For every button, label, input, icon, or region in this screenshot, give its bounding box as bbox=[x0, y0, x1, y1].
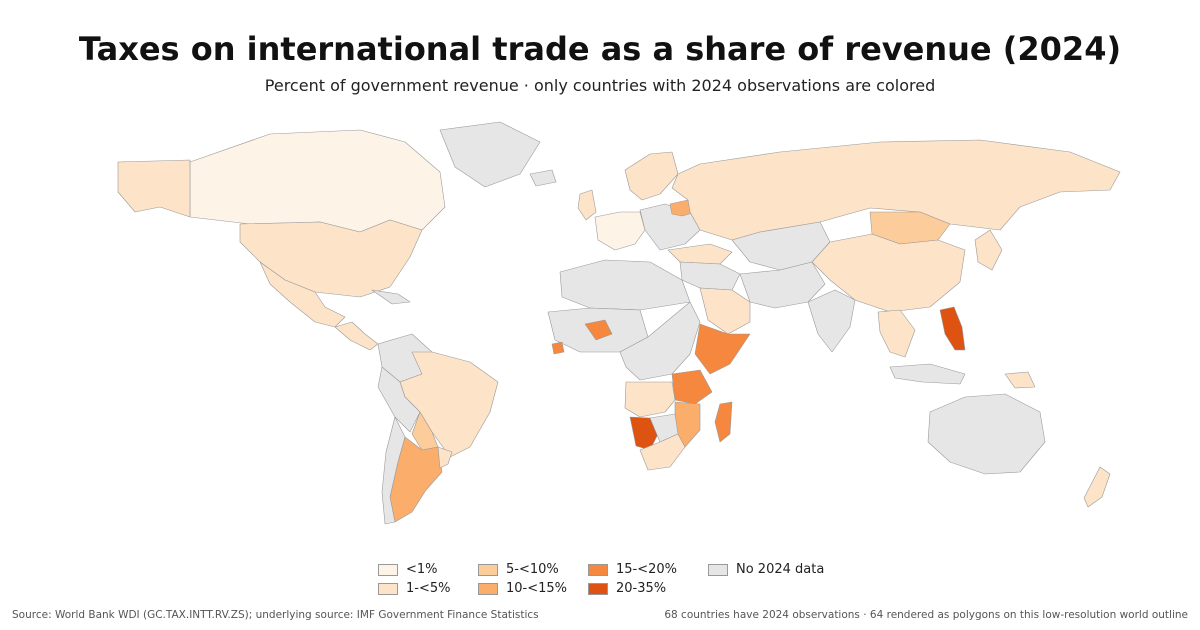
country-western-europe[interactable] bbox=[594, 211, 646, 251]
legend-label: <1% bbox=[406, 562, 438, 577]
country-iran-afghanistan-pakistan[interactable] bbox=[739, 261, 826, 309]
country-china[interactable] bbox=[811, 233, 966, 313]
country-uk-ireland[interactable] bbox=[577, 189, 597, 221]
legend-label: 20-35% bbox=[616, 581, 667, 596]
country-central-america[interactable] bbox=[334, 321, 379, 351]
legend-item-15-20: 15-<20% bbox=[588, 560, 708, 579]
country-peru-bolivia[interactable] bbox=[377, 366, 421, 433]
legend-item-1-5: 1-<5% bbox=[378, 579, 478, 598]
coverage-note: 68 countries have 2024 observations · 64… bbox=[664, 609, 1188, 621]
page-title: Taxes on international trade as a share … bbox=[78, 30, 1122, 68]
country-australia[interactable] bbox=[927, 393, 1046, 475]
legend-label: 1-<5% bbox=[406, 581, 451, 596]
legend-swatch bbox=[378, 582, 398, 595]
country-new-zealand[interactable] bbox=[1083, 466, 1111, 508]
country-madagascar[interactable] bbox=[714, 401, 733, 443]
country-greenland[interactable] bbox=[439, 121, 541, 188]
legend-swatch bbox=[378, 563, 398, 576]
legend-item-no-data: No 2024 data bbox=[708, 560, 838, 579]
country-korea-japan[interactable] bbox=[974, 229, 1003, 271]
country-turkey[interactable] bbox=[667, 243, 733, 265]
country-usa[interactable] bbox=[239, 219, 423, 298]
country-central-africa[interactable] bbox=[619, 301, 701, 381]
map-legend: <1% 1-<5% 5-<10% 10-<15% 15-<20% 20-35% … bbox=[378, 560, 838, 600]
country-iceland[interactable] bbox=[529, 169, 557, 187]
legend-label: 10-<15% bbox=[506, 581, 568, 596]
legend-swatch bbox=[478, 582, 498, 595]
country-sierra-leone[interactable] bbox=[551, 341, 565, 355]
legend-label: No 2024 data bbox=[736, 562, 825, 577]
world-map-svg bbox=[117, 121, 1121, 525]
country-tanzania[interactable] bbox=[671, 369, 713, 405]
country-philippines[interactable] bbox=[939, 306, 966, 351]
country-india[interactable] bbox=[807, 289, 856, 353]
legend-swatch bbox=[588, 563, 608, 576]
country-eastern-europe[interactable] bbox=[639, 203, 701, 251]
country-scandinavia[interactable] bbox=[624, 151, 679, 201]
legend-swatch bbox=[588, 582, 608, 595]
legend-label: 5-<10% bbox=[506, 562, 559, 577]
page-subtitle: Percent of government revenue · only cou… bbox=[264, 76, 936, 95]
country-saudi-arabia[interactable] bbox=[699, 287, 751, 335]
legend-item-5-10: 5-<10% bbox=[478, 560, 588, 579]
legend-label: 15-<20% bbox=[616, 562, 678, 577]
legend-swatch bbox=[478, 563, 498, 576]
country-middle-east[interactable] bbox=[679, 261, 741, 291]
country-southeast-asia[interactable] bbox=[877, 309, 916, 358]
country-angola-zambia[interactable] bbox=[624, 381, 676, 418]
country-papua-new-guinea[interactable] bbox=[1004, 371, 1036, 389]
country-russia[interactable] bbox=[671, 139, 1121, 241]
country-burkina-faso[interactable] bbox=[584, 319, 613, 341]
country-alaska[interactable] bbox=[117, 159, 191, 218]
country-chile[interactable] bbox=[381, 416, 406, 525]
country-north-africa[interactable] bbox=[559, 259, 691, 311]
country-uruguay[interactable] bbox=[437, 446, 453, 469]
legend-item-10-15: 10-<15% bbox=[478, 579, 588, 598]
country-indonesia[interactable] bbox=[889, 363, 966, 385]
country-canada[interactable] bbox=[189, 129, 446, 233]
country-namibia[interactable] bbox=[629, 416, 661, 451]
country-caribbean[interactable] bbox=[371, 289, 411, 305]
legend-item-20-35: 20-35% bbox=[588, 579, 708, 598]
legend-item-lt1: <1% bbox=[378, 560, 478, 579]
country-ethiopia-somalia[interactable] bbox=[694, 323, 751, 375]
country-mexico[interactable] bbox=[259, 261, 346, 328]
legend-swatch bbox=[708, 563, 728, 576]
source-note: Source: World Bank WDI (GC.TAX.INTT.RV.Z… bbox=[12, 609, 539, 621]
world-map bbox=[60, 112, 1140, 552]
country-south-africa[interactable] bbox=[639, 433, 686, 471]
